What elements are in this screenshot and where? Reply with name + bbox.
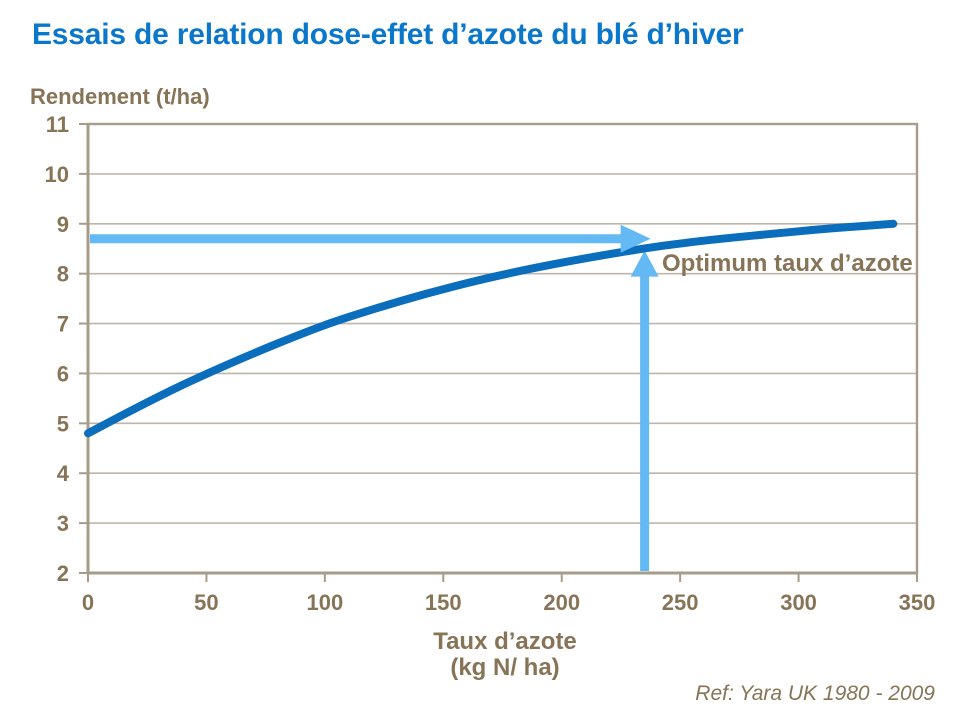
x-tick-label-100: 100 — [306, 590, 343, 615]
y-axis-title: Rendement (t/ha) — [30, 84, 210, 109]
x-axis-title: Taux d’azote (kg N/ ha) — [375, 629, 635, 681]
x-tick-label-250: 250 — [662, 590, 699, 615]
optimum-horizontal-arrowhead — [620, 224, 651, 253]
y-tick-label-3: 3 — [57, 511, 69, 536]
y-tick-label-7: 7 — [57, 312, 69, 337]
y-tick-label-6: 6 — [57, 361, 69, 386]
y-tick-label-2: 2 — [57, 561, 69, 586]
x-tick-label-200: 200 — [543, 590, 580, 615]
chart-title: Essais de relation dose-effet d’azote du… — [32, 18, 744, 51]
x-tick-label-0: 0 — [82, 590, 94, 615]
plot-border — [86, 122, 919, 575]
x-axis-title-line2: (kg N/ ha) — [450, 654, 560, 681]
y-tick-label-8: 8 — [57, 262, 69, 287]
y-tick-label-5: 5 — [57, 411, 69, 436]
y-tick-label-9: 9 — [57, 212, 69, 237]
y-tick-label-10: 10 — [45, 162, 69, 187]
x-tick-label-300: 300 — [780, 590, 817, 615]
x-axis-title-line1: Taux d’azote — [433, 628, 577, 655]
y-tick-label-4: 4 — [57, 461, 70, 486]
x-tick-label-150: 150 — [425, 590, 462, 615]
optimum-vertical-arrowhead — [630, 250, 659, 277]
x-tick-label-350: 350 — [899, 590, 936, 615]
optimum-annotation: Optimum taux d’azote — [662, 250, 913, 277]
yield-response-curve — [84, 219, 898, 438]
x-tick-label-50: 50 — [194, 590, 218, 615]
reference-note: Ref: Yara UK 1980 - 2009 — [695, 682, 935, 705]
y-tick-label-11: 11 — [46, 112, 69, 137]
